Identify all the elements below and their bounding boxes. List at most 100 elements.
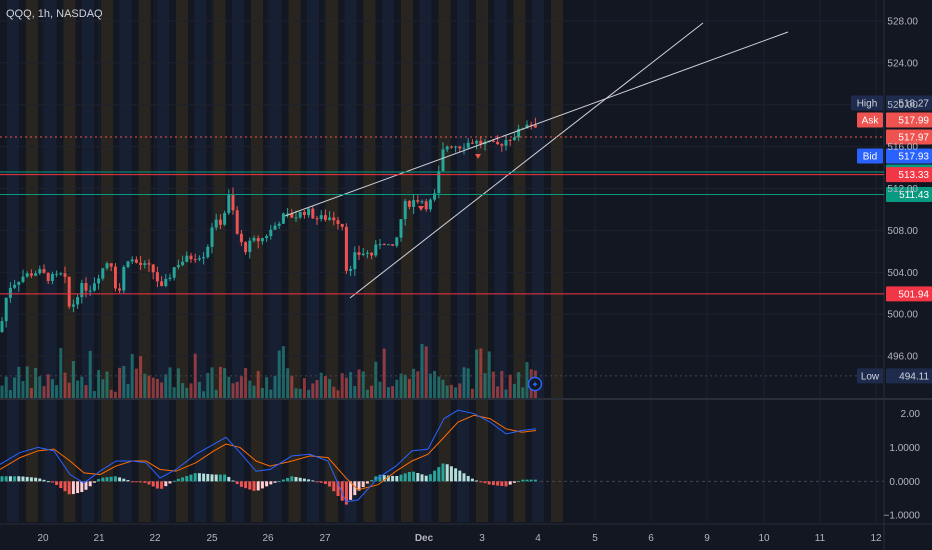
candle-down [391,244,395,246]
macd-histogram-bar [239,481,243,487]
volume-bar [76,380,80,398]
volume-bar [202,391,206,398]
trendline-upper[interactable] [284,31,789,217]
level-value: 517.97 [898,133,929,144]
volume-bar [46,374,50,398]
candle-up [71,304,75,307]
candle-up [76,297,80,305]
candle-up [176,265,180,268]
macd-histogram-bar [50,481,54,483]
candle-up [365,252,369,254]
macd-histogram-bar [244,481,248,489]
candle-down [42,269,46,273]
volume-bar [307,389,311,398]
volume-bar [84,385,88,398]
volume-bar [101,379,105,398]
jump-to-latest-button[interactable]: ✦ [527,376,543,392]
macd-histogram-bar [508,481,512,485]
volume-bar [197,381,201,398]
drawings[interactable] [284,22,789,299]
macd-histogram-bar [126,480,130,482]
level-badge [886,148,932,164]
volume-bar [176,368,180,398]
macd-histogram-bar [445,464,449,482]
candle-up [143,263,147,265]
macd-histogram-bar [407,471,411,482]
macd-histogram-bar [223,474,227,482]
macd-histogram-bar [462,473,466,482]
volume-bar [8,390,12,398]
macd-histogram-bar [433,470,437,482]
macd-histogram-bar [281,479,285,482]
level-value: 501.94 [898,289,929,300]
macd-histogram-bar [487,481,491,485]
candle-up [50,274,54,281]
symbol-title[interactable]: QQQ, 1h, NASDAQ [6,8,103,20]
volume-bar [189,383,193,398]
jump-to-latest-ring[interactable] [527,376,543,392]
macd-histogram-bar [59,481,63,489]
session-band-pre [82,0,94,522]
macd-histogram-bar [344,481,348,505]
volume-bar [260,387,264,398]
session-band-post [101,0,113,522]
candle-up [21,276,25,282]
volume-bar [441,379,445,398]
candle-up [260,238,264,242]
level-value: 517.99 [898,116,929,127]
session-band-post [26,0,38,522]
candle-down [256,238,260,242]
macd-histogram-bar [529,479,533,482]
candle-down [529,124,533,126]
volume-bar [244,368,248,398]
volume-bar [63,372,67,398]
candle-up [374,244,378,256]
candle-down [113,266,117,289]
volume-bar [172,387,176,398]
price-tick: 504.00 [887,268,918,279]
price-axis[interactable]: 496.00 500.00 504.00 508.00 512.00 516.00 520.… [887,16,918,362]
time-tick: 20 [37,533,49,544]
level-badge [886,167,932,183]
volume-bar [235,381,239,398]
session-band-post [513,0,526,522]
price-tick: 512.00 [887,184,918,195]
macd-histogram-bar [92,481,96,483]
session-band-pre [382,0,394,522]
candle-down [533,124,537,128]
session-band-pre [307,0,319,522]
price-tick: 508.00 [887,226,918,237]
level-value: 494.11 [899,371,929,382]
trendline-lower[interactable] [349,22,704,299]
macd-histogram-bar [17,476,21,482]
candle-up [525,124,529,129]
candle-down [407,200,411,207]
macd-histogram-bar [147,481,151,485]
jump-to-latest-icon[interactable]: ✦ [531,381,539,391]
volume-bar [445,385,449,398]
volume-bar [479,348,483,398]
macd-tick: −1.0000 [884,511,921,522]
macd-histogram-bar [319,481,323,483]
candle-up [227,194,231,214]
session-band-pre [419,0,432,522]
volume-bar [340,373,344,398]
macd-histogram-bar [328,481,332,487]
macd-histogram-bar [84,481,88,490]
candle-down [323,215,327,220]
macd-histogram-bar [130,481,134,483]
candle-down [231,194,235,211]
volume-bar [181,383,185,398]
volume-bar [273,375,277,398]
macd-histogram-bar [323,481,327,484]
macd-histogram-bar [42,479,46,482]
volume-bar [357,369,361,398]
volume-bar [437,376,441,398]
macd-histogram-bar [349,481,353,500]
volume-bar [143,373,147,398]
volume-bar [118,367,122,398]
macd-histogram-bar [97,479,101,482]
time-axis[interactable]: 20 21 22 25 26 27 Dec 3 4 5 6 9 10 11 12 [0,523,932,544]
level-badge [886,129,932,145]
